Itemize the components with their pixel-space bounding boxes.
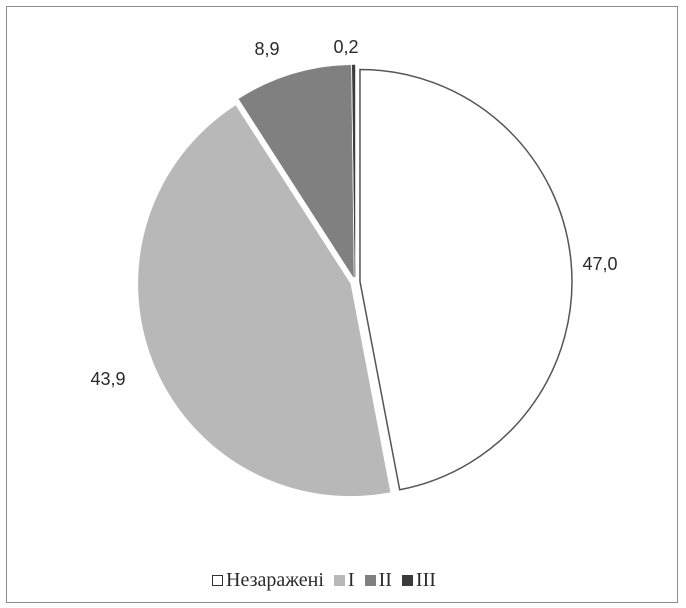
legend-swatch-ii [364, 574, 376, 586]
legend-label-ii: II [378, 568, 392, 591]
data-label-3: 8,9 [254, 39, 279, 59]
legend-item-iii: III [401, 568, 436, 592]
data-label-4: 0,2 [333, 37, 358, 57]
data-label-2: 43,9 [90, 369, 125, 389]
legend-label-i: I [347, 568, 355, 591]
data-label-1: 47,0 [582, 254, 617, 274]
legend-label-uninfected: Незаражені [226, 568, 324, 591]
pie-slice-4 [352, 64, 356, 278]
legend-swatch-uninfected [212, 574, 223, 586]
pie-slice-3 [238, 64, 354, 279]
legend: Незаражені I II III [212, 568, 436, 592]
legend-swatch-i [333, 574, 345, 586]
legend-swatch-iii [401, 574, 413, 586]
legend-item-i: I [333, 568, 355, 592]
legend-label-iii: III [415, 568, 436, 591]
pie-slice-2 [138, 105, 391, 497]
pie-slice-1 [359, 68, 573, 491]
legend-item-uninfected: Незаражені [212, 569, 324, 592]
legend-item-ii: II [364, 568, 392, 592]
